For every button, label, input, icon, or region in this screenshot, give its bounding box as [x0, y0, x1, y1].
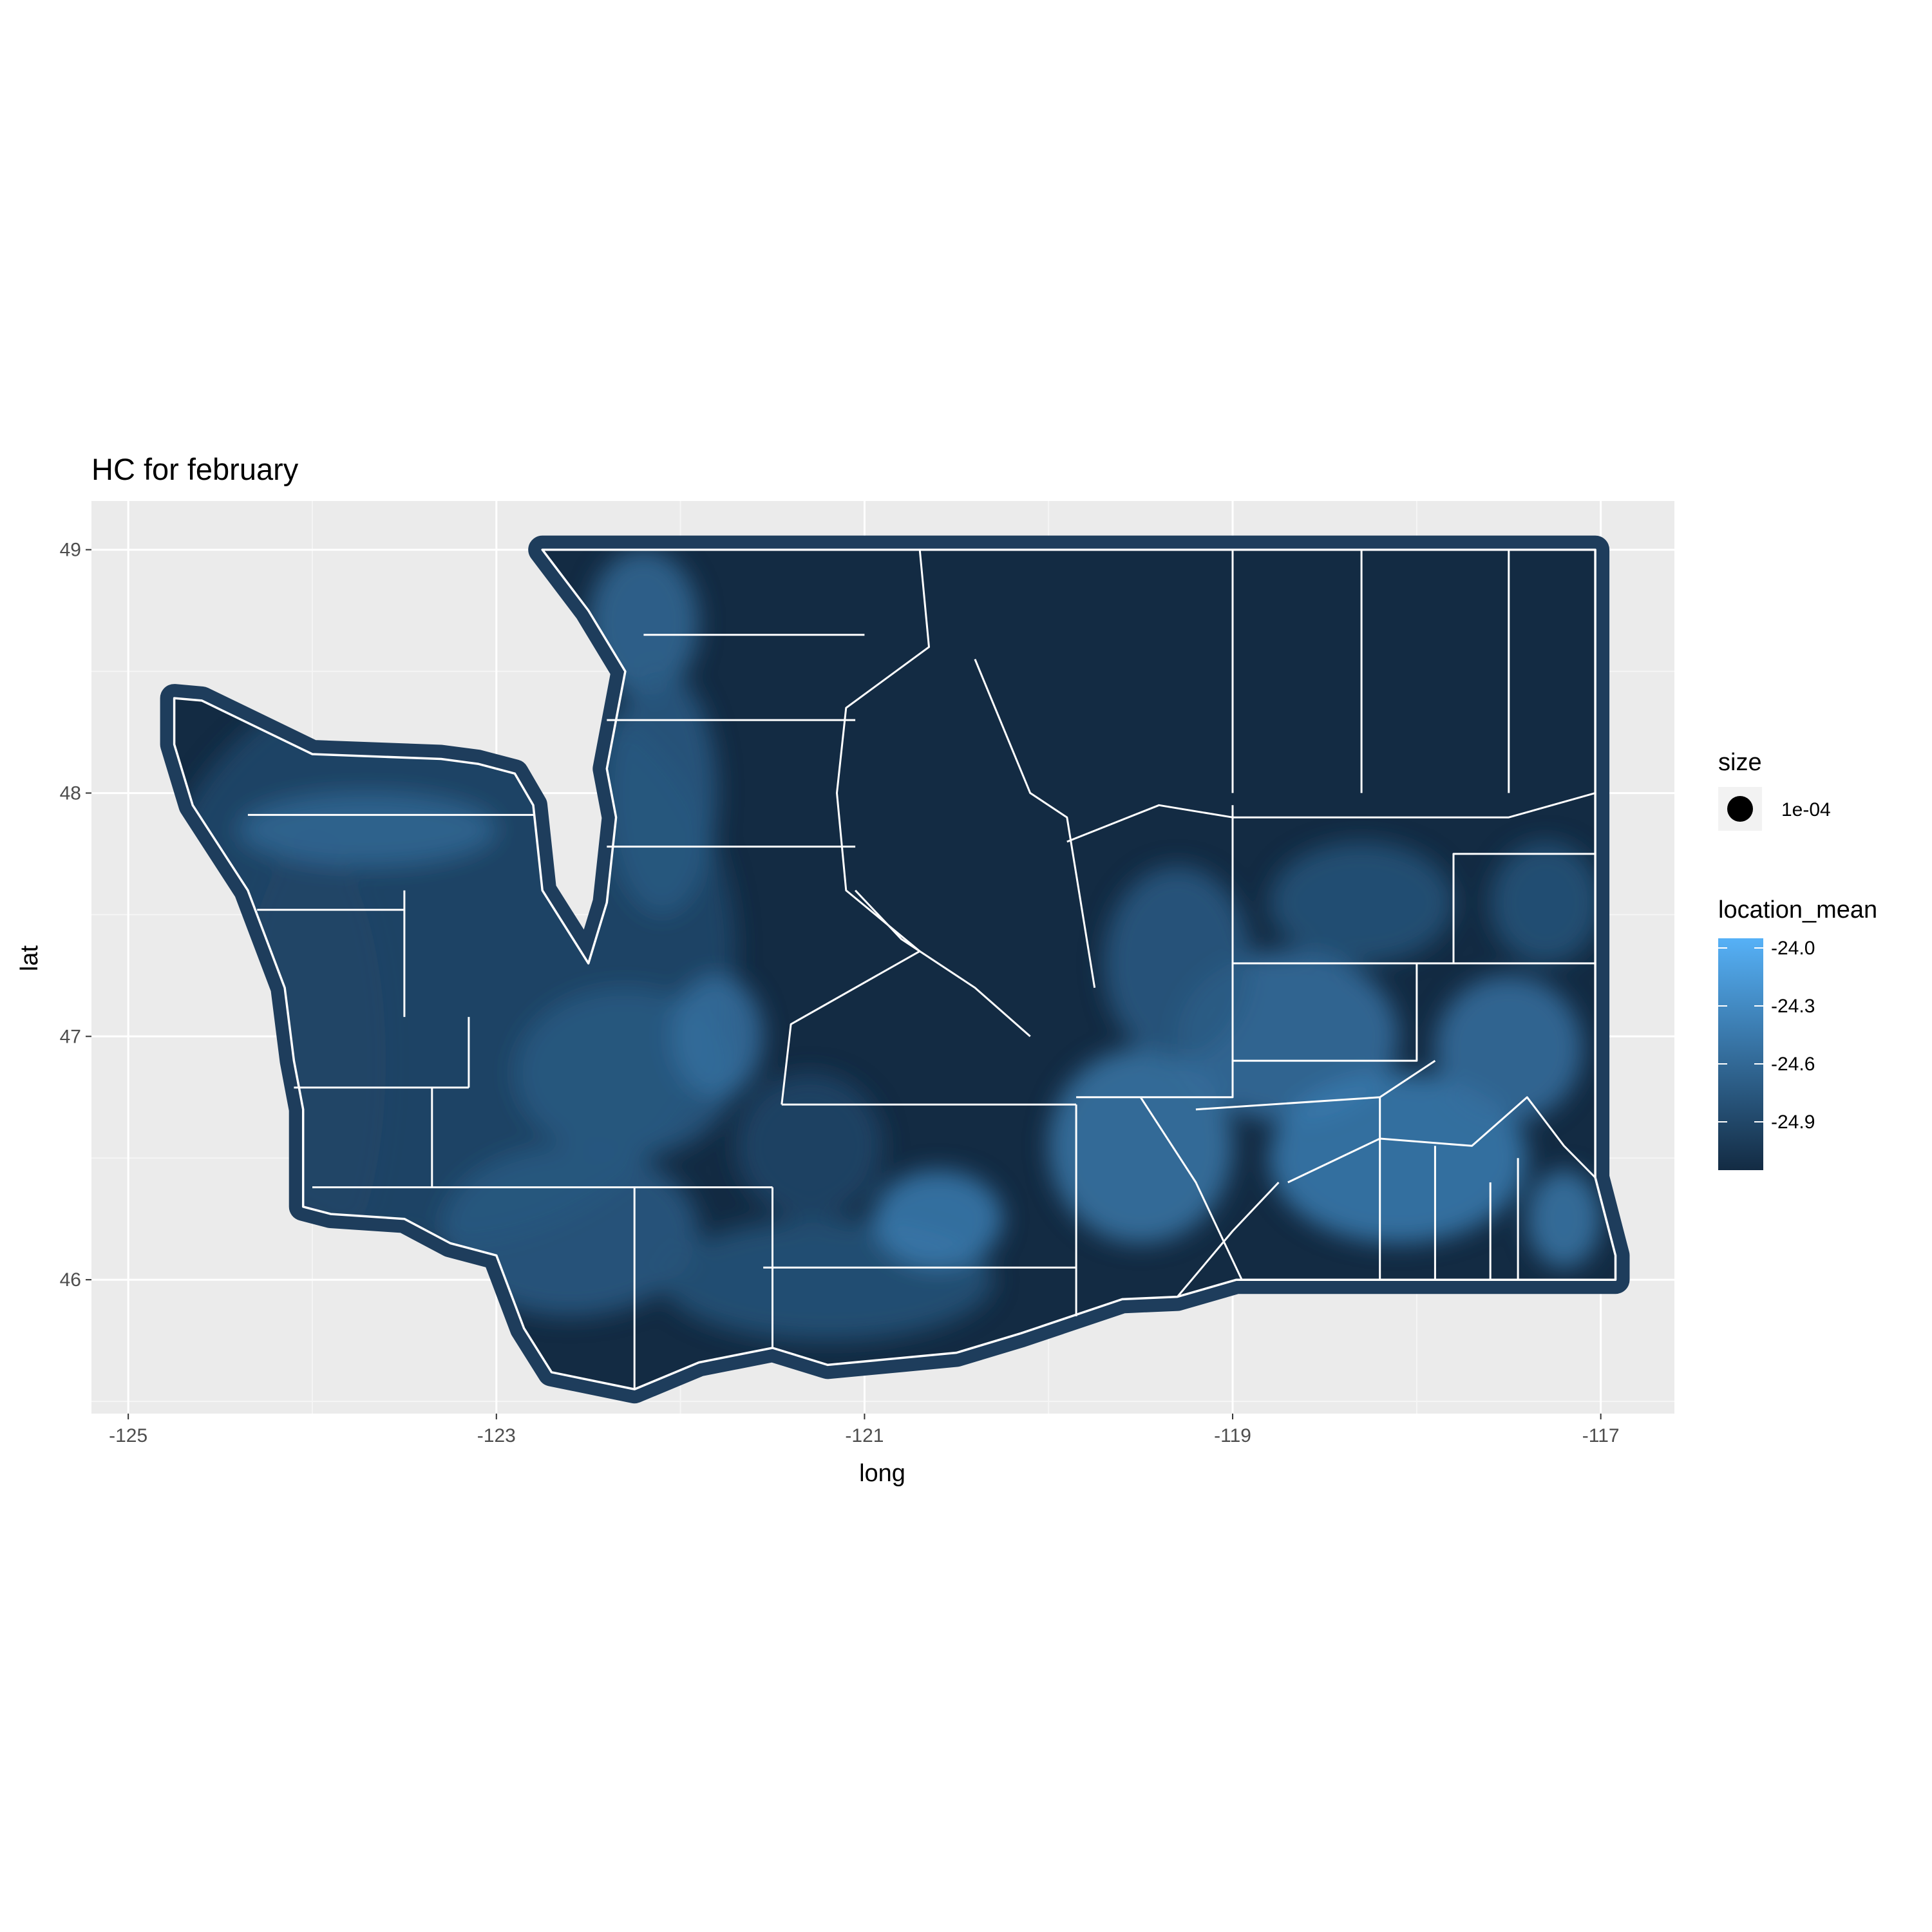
y-axis-title: lat [16, 945, 43, 971]
county-line [1066, 804, 1233, 843]
shade-region [607, 671, 717, 915]
colorbar-tick-label: -24.9 [1771, 1112, 1815, 1133]
county-line [1139, 1096, 1243, 1280]
x-tick-label: -123 [477, 1425, 516, 1446]
county-line [1233, 963, 1418, 1062]
county-line [974, 659, 1096, 988]
colorbar-ticks: -24.0 -24.3 -24.6 -24.9 [1718, 938, 1815, 1133]
colorbar [1718, 938, 1763, 1170]
colorbar-tick-label: -24.6 [1771, 1054, 1815, 1075]
county-line [855, 889, 1031, 1037]
shade-region [735, 1072, 883, 1219]
colorbar-tick-label: -24.0 [1771, 938, 1815, 959]
y-axis: 46 47 48 49 [60, 540, 91, 1291]
county-line [1287, 1096, 1596, 1184]
y-tick-label: 46 [60, 1269, 81, 1291]
county-line [781, 549, 930, 1105]
county-line [1177, 1181, 1280, 1298]
shade-region [873, 1170, 1003, 1268]
county-line [1452, 853, 1596, 963]
chart-title: HC for february [91, 452, 299, 486]
colorbar-tick-label: -24.3 [1771, 996, 1815, 1017]
size-legend-label: 1e-04 [1781, 799, 1831, 820]
shade-region [1527, 1170, 1601, 1268]
county-line [1076, 805, 1234, 1099]
color-legend-title: location_mean [1718, 896, 1877, 923]
county-line [1233, 791, 1596, 819]
x-axis: -125 -123 -121 -119 -117 [109, 1414, 1620, 1446]
x-tick-label: -121 [845, 1425, 884, 1446]
shade-region [1103, 866, 1251, 1061]
x-axis-title: long [859, 1460, 905, 1487]
x-tick-label: -125 [109, 1425, 147, 1446]
size-legend: size 1e-04 [1718, 749, 1831, 831]
state-boundary [173, 548, 1617, 1390]
color-legend: location_mean -24.0 -24.3 -24.6 -24.9 [1718, 896, 1877, 1170]
size-legend-title: size [1718, 749, 1762, 776]
y-tick-label: 47 [60, 1026, 81, 1047]
x-tick-label: -119 [1214, 1425, 1251, 1446]
y-tick-label: 48 [60, 782, 81, 804]
x-tick-label: -117 [1582, 1425, 1620, 1446]
shade-region [1269, 842, 1454, 963]
shade-region [1490, 842, 1601, 963]
shade-region [671, 975, 764, 1097]
size-legend-dot [1727, 796, 1753, 822]
y-tick-label: 49 [60, 540, 81, 561]
shade-region [238, 793, 497, 866]
county-boundaries [247, 549, 1596, 1390]
shade-region [1435, 975, 1583, 1122]
shade-region [1269, 1072, 1528, 1244]
